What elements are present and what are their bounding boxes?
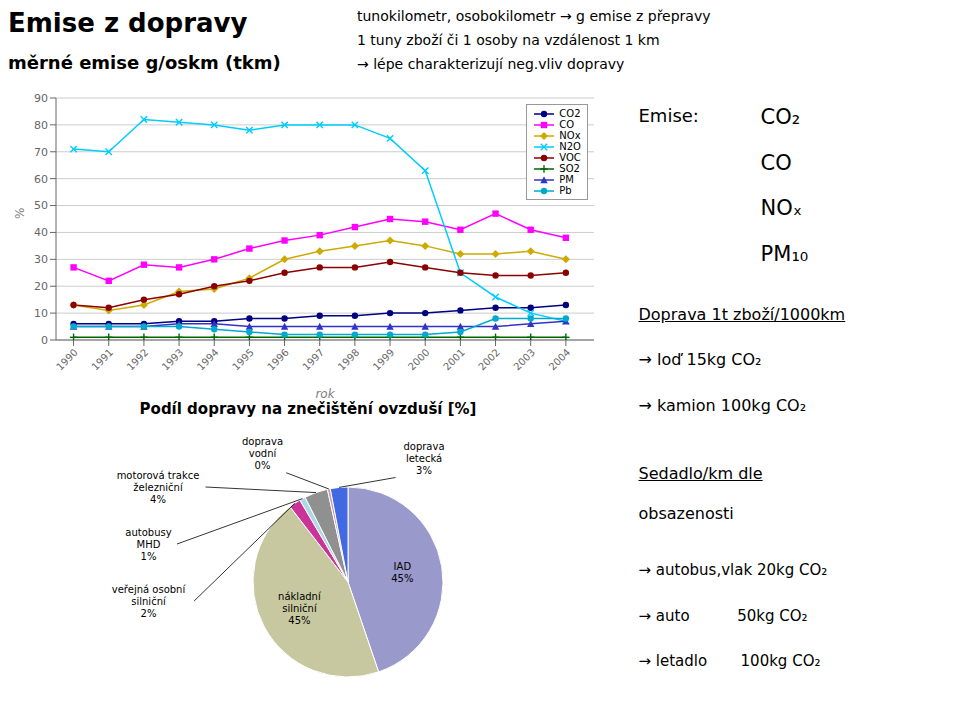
svg-text:IAD45%: IAD45%: [391, 561, 413, 584]
html-text:PM₁₀: PM₁₀: [760, 241, 809, 266]
html-text:Emise z dopravy: Emise z dopravy: [8, 8, 248, 38]
svg-text:1997: 1997: [300, 347, 326, 373]
html-text:→ auto 50kg CO₂: → auto 50kg CO₂: [638, 606, 808, 625]
svg-text:dopravaletecká3%: dopravaletecká3%: [403, 441, 444, 476]
svg-text:1994: 1994: [195, 347, 221, 373]
html-text:CO: CO: [760, 150, 792, 175]
svg-text:40: 40: [34, 226, 48, 239]
svg-text:80: 80: [34, 119, 48, 132]
html-text:SO2: SO2: [559, 163, 580, 174]
html-text:měrné emise g/oskm (tkm): měrné emise g/oskm (tkm): [8, 52, 281, 73]
svg-text:nákladnísilniční45%: nákladnísilniční45%: [278, 591, 322, 626]
svg-text:1998: 1998: [336, 347, 362, 373]
svg-text:rok: rok: [315, 387, 335, 398]
html-text:1 tuny zboží či 1 osoby na vzd: 1 tuny zboží či 1 osoby na vzdálenost 1 …: [357, 32, 660, 48]
html-text:Podíl dopravy na znečištění ov: Podíl dopravy na znečištění ovzduší [%]: [139, 400, 477, 418]
svg-text:2000: 2000: [406, 347, 432, 373]
svg-text:70: 70: [34, 146, 48, 159]
html-text:CO₂: CO₂: [760, 105, 801, 130]
svg-text:0: 0: [41, 334, 48, 347]
html-text:obsazenosti: obsazenosti: [638, 504, 734, 524]
svg-text:60: 60: [34, 173, 48, 186]
svg-text:1991: 1991: [89, 347, 115, 373]
html-text:CO2: CO2: [559, 108, 581, 119]
svg-text:1990: 1990: [54, 347, 80, 373]
html-text:Sedadlo/km dle: Sedadlo/km dle: [638, 464, 763, 484]
html-text:→ letadlo 100kg CO₂: → letadlo 100kg CO₂: [638, 652, 821, 671]
svg-text:10: 10: [34, 307, 48, 320]
html-text:VOC: VOC: [559, 152, 581, 163]
svg-text:2003: 2003: [511, 347, 537, 373]
html-text:→ loď 15kg CO₂: → loď 15kg CO₂: [638, 350, 762, 370]
html-text:→ autobus,vlak 20kg CO₂: → autobus,vlak 20kg CO₂: [638, 561, 828, 580]
svg-text:20: 20: [34, 280, 48, 293]
html-text:Doprava 1t zboží/1000km: Doprava 1t zboží/1000km: [638, 304, 846, 324]
html-text:N2O: N2O: [559, 141, 581, 152]
html-text:tunokilometr, osobokilometr →: tunokilometr, osobokilometr → g emise z …: [357, 8, 711, 24]
svg-text:2004: 2004: [547, 347, 573, 373]
html-text:PM: PM: [559, 174, 574, 185]
html-text:CO: CO: [559, 119, 575, 130]
svg-text:1999: 1999: [371, 347, 397, 373]
svg-text:2001: 2001: [441, 347, 467, 373]
svg-text:2002: 2002: [476, 347, 502, 373]
html-text:→ lépe charakterizují neg.vliv: → lépe charakterizují neg.vliv dopravy: [357, 56, 625, 72]
svg-text:30: 30: [34, 253, 48, 266]
svg-text:1996: 1996: [265, 347, 291, 373]
svg-text:%: %: [13, 208, 27, 219]
html-text:NOx: NOx: [559, 130, 581, 141]
html-text:NOₓ: NOₓ: [760, 196, 803, 221]
html-text:Emise:: Emise:: [638, 105, 699, 127]
html-text:→ kamion 100kg CO₂: → kamion 100kg CO₂: [638, 395, 807, 415]
svg-text:veřejná osobnísilniční2%: veřejná osobnísilniční2%: [112, 584, 187, 619]
svg-text:1992: 1992: [125, 347, 151, 373]
svg-text:motorová trakceželezniční4%: motorová trakceželezniční4%: [117, 470, 200, 505]
svg-text:autobusyMHD1%: autobusyMHD1%: [125, 527, 171, 562]
html-text:Pb: Pb: [559, 185, 572, 196]
svg-text:dopravavodní0%: dopravavodní0%: [242, 436, 283, 471]
svg-text:1993: 1993: [160, 347, 186, 373]
svg-text:90: 90: [34, 92, 48, 105]
svg-text:50: 50: [34, 199, 48, 212]
svg-text:1995: 1995: [230, 347, 256, 373]
